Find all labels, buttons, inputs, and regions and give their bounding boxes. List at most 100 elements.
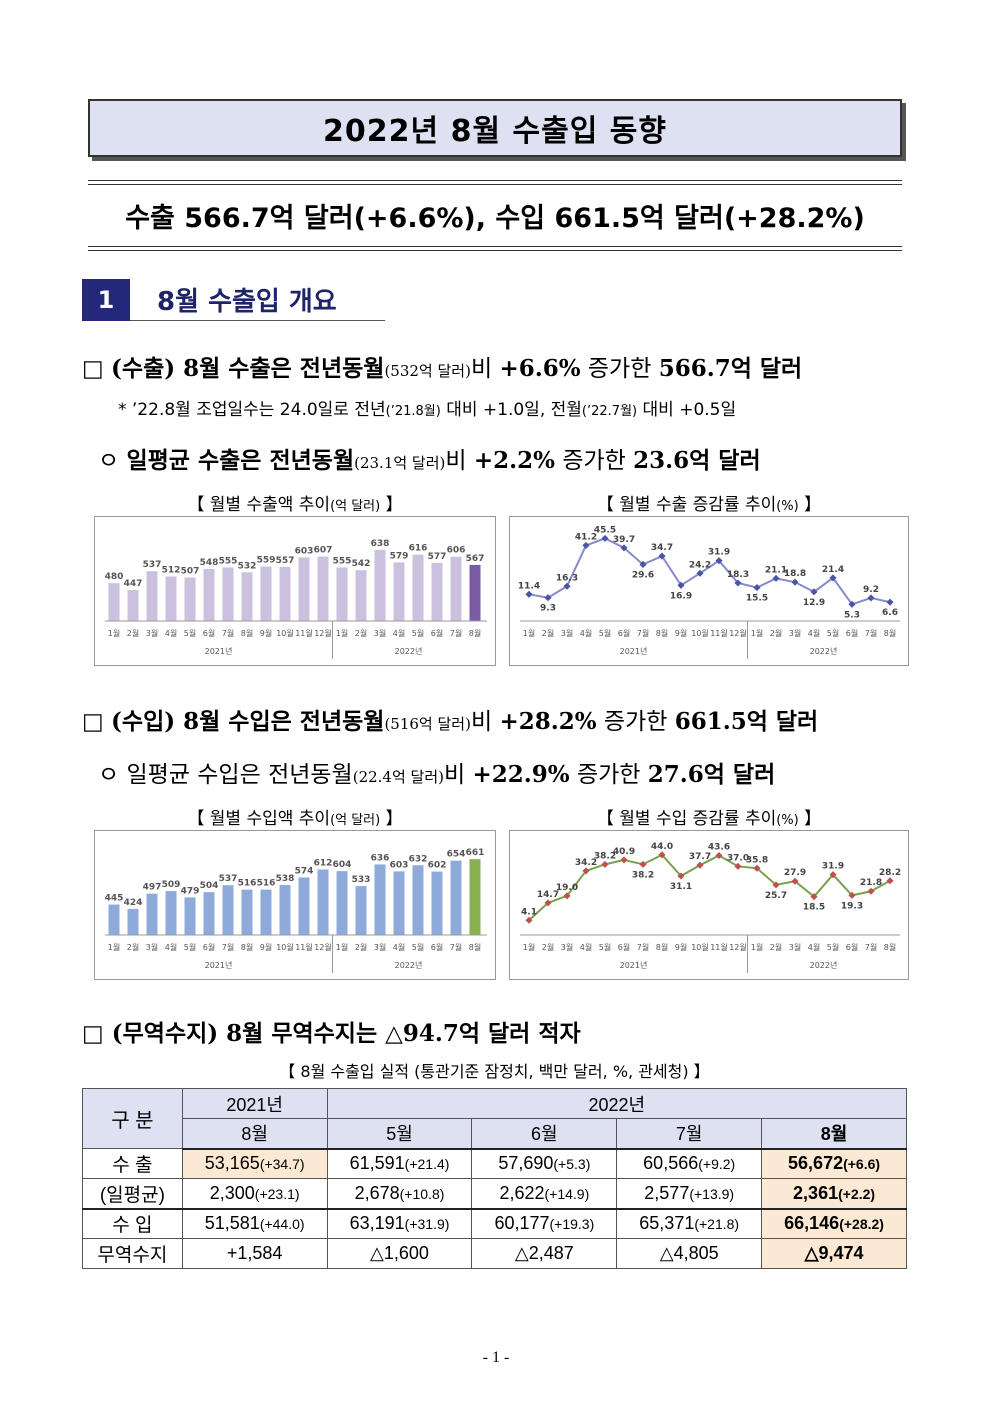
- data-label: 479: [181, 886, 200, 896]
- data-point: [525, 916, 533, 924]
- table-row: 수 입 51,581(+44.0) 63,191(+31.9) 60,177(+19.…: [82, 1207, 907, 1239]
- bar: [374, 550, 386, 621]
- x-tick-label: 7월: [865, 942, 877, 952]
- data-label: 27.9: [784, 868, 806, 878]
- row-label: 무역수지: [82, 1238, 183, 1269]
- x-tick-label: 4월: [393, 942, 405, 952]
- x-tick-label: 12월: [314, 628, 332, 638]
- bar: [298, 877, 310, 935]
- x-tick-label: 8월: [884, 628, 896, 638]
- bar: [184, 897, 196, 935]
- year-header-2022: 2022년: [326, 1088, 908, 1119]
- data-label: 21.8: [860, 878, 882, 888]
- x-tick-label: 7월: [637, 628, 649, 638]
- data-label: 557: [276, 556, 295, 566]
- bar: [165, 576, 177, 621]
- data-label: 38.2: [632, 870, 654, 880]
- group-label: 2022년: [395, 646, 423, 656]
- x-tick-label: 2월: [542, 942, 554, 952]
- data-label: 542: [352, 559, 371, 569]
- table-cell: 57,690(+5.3): [471, 1148, 618, 1179]
- data-label: 43.6: [708, 842, 730, 852]
- x-tick-label: 9월: [260, 942, 272, 952]
- data-label: 19.3: [841, 901, 863, 911]
- data-label: 4.1: [521, 907, 537, 917]
- bar: [469, 859, 481, 935]
- data-label: 555: [333, 556, 352, 566]
- x-tick-label: 6월: [431, 942, 443, 952]
- x-tick-label: 2월: [355, 628, 367, 638]
- data-point: [753, 584, 761, 592]
- x-tick-label: 1월: [336, 628, 348, 638]
- x-tick-label: 3월: [561, 942, 573, 952]
- x-tick-label: 3월: [146, 628, 158, 638]
- data-point: [601, 860, 609, 868]
- data-label: 424: [124, 898, 143, 908]
- data-label: 579: [390, 551, 409, 561]
- import-daily-bullet: ㅇ 일평균 수입은 전년동월(22.4억 달러)비 +22.9% 증가한 27.…: [98, 761, 776, 788]
- data-label: 533: [352, 875, 371, 885]
- x-tick-label: 3월: [374, 628, 386, 638]
- table-cell: 65,371(+21.8): [616, 1207, 763, 1239]
- x-tick-label: 4월: [580, 942, 592, 952]
- bar: [222, 567, 234, 621]
- table-cell: 2,300(+23.1): [181, 1178, 328, 1209]
- data-label: 31.9: [822, 862, 844, 872]
- data-point: [563, 582, 571, 590]
- x-tick-label: 9월: [260, 628, 272, 638]
- x-tick-label: 8월: [884, 942, 896, 952]
- bar: [393, 871, 405, 935]
- x-tick-label: 2월: [127, 942, 139, 952]
- x-tick-label: 7월: [865, 628, 877, 638]
- data-label: 480: [105, 572, 124, 582]
- bar: [450, 556, 462, 621]
- x-tick-label: 1월: [336, 942, 348, 952]
- data-label: 34.2: [575, 858, 597, 868]
- table-cell: 51,581(+44.0): [181, 1207, 328, 1239]
- x-tick-label: 2월: [355, 942, 367, 952]
- data-label: 537: [143, 560, 162, 570]
- data-label: 537: [219, 874, 238, 884]
- data-label: 44.0: [651, 842, 673, 852]
- section-number: 1: [82, 279, 130, 321]
- x-tick-label: 6월: [618, 942, 630, 952]
- x-tick-label: 6월: [846, 628, 858, 638]
- x-tick-label: 2월: [127, 628, 139, 638]
- export-amount-caption: 【 월별 수출액 추이(억 달러) 】: [187, 495, 403, 515]
- data-label: 612: [314, 858, 333, 868]
- x-tick-label: 5월: [412, 628, 424, 638]
- x-tick-label: 6월: [431, 628, 443, 638]
- data-point: [639, 860, 647, 868]
- balance-bullet: □ (무역수지) 8월 무역수지는 △94.7억 달러 적자: [82, 1020, 581, 1047]
- year-header-2021: 2021년: [181, 1088, 328, 1119]
- data-label: 45.5: [594, 525, 616, 535]
- data-label: 577: [428, 552, 447, 562]
- month-header: 7월: [616, 1118, 763, 1150]
- data-label: 39.7: [613, 535, 635, 545]
- data-point: [867, 594, 875, 602]
- bar: [336, 871, 348, 935]
- table-cell: 56,672(+6.6): [761, 1148, 907, 1179]
- bar: [412, 554, 424, 621]
- data-label: 14.7: [537, 890, 559, 900]
- import-amount-caption: 【 월별 수입액 추이(억 달러) 】: [187, 809, 403, 829]
- x-tick-label: 5월: [599, 628, 611, 638]
- headline-summary: 수출 566.7억 달러(+6.6%), 수입 661.5억 달러(+28.2%…: [125, 203, 865, 234]
- data-label: 654: [447, 850, 466, 860]
- group-label: 2022년: [810, 646, 838, 656]
- x-tick-label: 10월: [276, 628, 294, 638]
- data-label: 574: [295, 866, 314, 876]
- table-cell: 2,622(+14.9): [471, 1178, 618, 1209]
- x-tick-label: 6월: [618, 628, 630, 638]
- working-days-note: * ’22.8월 조업일수는 24.0일로 전년(’21.8월) 대비 +1.0…: [118, 400, 737, 420]
- data-point: [582, 541, 590, 549]
- data-label: 16.9: [670, 591, 692, 601]
- x-tick-label: 5월: [827, 628, 839, 638]
- x-tick-label: 5월: [184, 942, 196, 952]
- data-label: 28.2: [879, 868, 901, 878]
- bar: [108, 583, 120, 621]
- divider: [88, 184, 902, 185]
- data-label: 504: [200, 881, 219, 891]
- x-tick-label: 8월: [241, 942, 253, 952]
- data-label: 34.7: [651, 543, 673, 553]
